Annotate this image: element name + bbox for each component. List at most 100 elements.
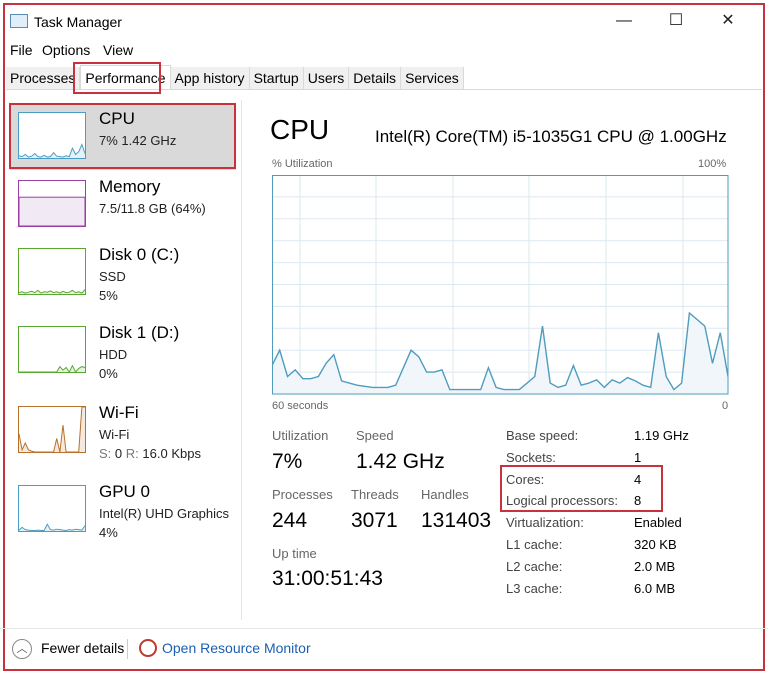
thumbnail-graph bbox=[18, 112, 86, 159]
utilization-label: Utilization bbox=[272, 428, 329, 443]
sidebar-item-wi-fi[interactable]: Wi-Fi Wi-Fi S: 0 R: 16.0 Kbps bbox=[10, 398, 236, 464]
spec-value: 320 KB bbox=[634, 537, 677, 552]
sidebar-item-disk-1-d[interactable]: Disk 1 (D:) HDD 0% bbox=[10, 318, 236, 384]
item-line1: HDD bbox=[99, 347, 128, 362]
tab-bar: Processes Performance App history Startup Us… bbox=[6, 65, 762, 90]
footer-divider bbox=[0, 628, 768, 629]
footer-separator bbox=[127, 639, 128, 659]
item-name: Disk 1 (D:) bbox=[99, 323, 180, 342]
item-name: Memory bbox=[99, 177, 161, 196]
thumbnail-area bbox=[19, 407, 85, 452]
thumbnail-line bbox=[18, 289, 86, 294]
tab-services[interactable]: Services bbox=[401, 67, 464, 89]
item-line2: 0% bbox=[99, 366, 118, 381]
utilization-value: 7% bbox=[272, 450, 303, 473]
spec-value: 8 bbox=[634, 493, 642, 509]
thumbnail-area bbox=[19, 365, 85, 372]
thumbnail-line bbox=[19, 364, 86, 373]
speed-label: Speed bbox=[356, 428, 394, 443]
receive-label: R: bbox=[125, 446, 139, 461]
thumbnail-graph bbox=[18, 180, 86, 227]
maximize-button[interactable]: ☐ bbox=[668, 12, 684, 29]
handles-value: 131403 bbox=[421, 509, 492, 532]
y-axis-label: % Utilization bbox=[272, 158, 333, 170]
cpu-model: Intel(R) Core(TM) i5-1035G1 CPU @ 1.00GH… bbox=[375, 127, 727, 146]
close-button[interactable]: ✕ bbox=[721, 12, 735, 29]
handles-label: Handles bbox=[421, 487, 469, 502]
spec-label: L3 cache: bbox=[506, 580, 563, 596]
thumbnail-svg bbox=[18, 143, 86, 158]
threads-label: Threads bbox=[351, 487, 399, 502]
spec-value: 6.0 MB bbox=[634, 580, 676, 596]
item-name: Wi-Fi bbox=[99, 403, 139, 422]
thumbnail-svg bbox=[18, 523, 86, 532]
thumbnail-svg bbox=[19, 364, 86, 373]
uptime-label: Up time bbox=[272, 546, 317, 561]
resource-monitor-icon bbox=[139, 639, 157, 657]
uptime-value: 31:00:51:43 bbox=[272, 567, 383, 590]
thumbnail-line bbox=[18, 143, 86, 158]
thumbnail-graph bbox=[18, 326, 86, 373]
open-resource-monitor-link[interactable]: Open Resource Monitor bbox=[162, 640, 311, 656]
tab-details[interactable]: Details bbox=[349, 67, 402, 89]
send-value: 0 bbox=[114, 446, 123, 461]
spec-label: L1 cache: bbox=[506, 537, 563, 552]
memory-fill bbox=[18, 196, 86, 227]
thumbnail-graph bbox=[18, 485, 86, 532]
speed-value: 1.42 GHz bbox=[356, 450, 445, 473]
spec-label: L2 cache: bbox=[506, 558, 563, 574]
menu-options[interactable]: Options bbox=[42, 42, 91, 58]
minimize-button[interactable]: — bbox=[616, 12, 632, 29]
chart-border bbox=[272, 175, 729, 395]
utilization-area bbox=[272, 313, 728, 394]
item-line1: SSD bbox=[99, 269, 126, 284]
send-label: S: bbox=[99, 446, 112, 461]
spec-value: 1.19 GHz bbox=[634, 428, 689, 443]
item-line2: 4% bbox=[99, 525, 118, 540]
sidebar-item-cpu[interactable]: CPU 7% 1.42 GHz bbox=[10, 104, 236, 170]
window-title: Task Manager bbox=[34, 14, 122, 30]
spec-label: Cores: bbox=[506, 471, 545, 487]
sidebar-item-disk-0-c[interactable]: Disk 0 (C:) SSD 5% bbox=[10, 240, 236, 306]
fewer-details-button[interactable]: Fewer details bbox=[41, 640, 125, 656]
sidebar-divider bbox=[241, 100, 242, 620]
thumbnail-area bbox=[19, 524, 85, 531]
spec-label: Base speed: bbox=[506, 428, 579, 443]
spec-value: 2.0 MB bbox=[634, 558, 676, 574]
menu-view[interactable]: View bbox=[103, 42, 134, 58]
chevron-up-icon[interactable]: ︿ bbox=[12, 639, 32, 659]
thumbnail-line bbox=[18, 523, 86, 532]
item-line1: Wi-Fi bbox=[99, 427, 130, 442]
item-name: GPU 0 bbox=[99, 482, 151, 501]
tab-startup[interactable]: Startup bbox=[249, 67, 304, 89]
sidebar-item-gpu-0[interactable]: GPU 0 Intel(R) UHD Graphics 4% bbox=[10, 477, 236, 543]
spec-label: Logical processors: bbox=[506, 493, 618, 509]
sidebar-item-memory[interactable]: Memory 7.5/11.8 GB (64%) bbox=[10, 172, 236, 238]
item-name: CPU bbox=[99, 109, 135, 128]
x-left-label: 60 seconds bbox=[272, 400, 329, 412]
thumbnail-line bbox=[18, 406, 85, 453]
spec-value: Enabled bbox=[634, 515, 682, 531]
x-right-label: 0 bbox=[722, 400, 729, 412]
tab-processes[interactable]: Processes bbox=[6, 67, 81, 89]
thumbnail-area bbox=[19, 144, 85, 158]
y-max-label: 100% bbox=[698, 158, 727, 170]
page-title: CPU bbox=[270, 114, 330, 145]
item-line1: 7% 1.42 GHz bbox=[99, 133, 177, 148]
cpu-utilization-chart bbox=[272, 175, 729, 395]
spec-value: 1 bbox=[634, 449, 642, 465]
item-line1: Intel(R) UHD Graphics bbox=[99, 506, 230, 521]
item-line2: 5% bbox=[99, 288, 118, 303]
thumbnail-svg bbox=[18, 196, 86, 227]
menu-file[interactable]: File bbox=[10, 42, 33, 58]
thumbnail-svg bbox=[18, 406, 85, 453]
receive-value: 16.0 Kbps bbox=[142, 446, 201, 461]
thumbnail-area bbox=[19, 289, 85, 294]
thumbnail-svg bbox=[18, 289, 86, 294]
tab-app-history[interactable]: App history bbox=[170, 67, 250, 89]
utilization-line bbox=[272, 311, 729, 391]
tab-users[interactable]: Users bbox=[303, 67, 350, 89]
thumbnail-graph bbox=[18, 248, 86, 295]
spec-label: Sockets: bbox=[506, 449, 556, 465]
tab-performance[interactable]: Performance bbox=[80, 65, 171, 89]
